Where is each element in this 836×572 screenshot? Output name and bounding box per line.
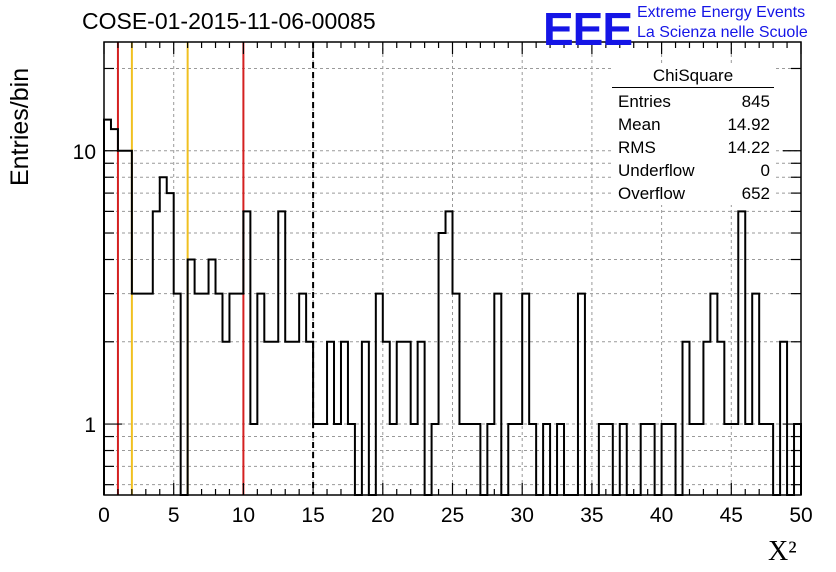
- stats-row: Mean 14.92: [612, 113, 774, 136]
- x-tick-label: 5: [168, 504, 180, 527]
- histogram-series: [103, 118, 802, 496]
- x-tick-label: 15: [301, 504, 324, 527]
- x-axis-label: X²: [768, 536, 797, 567]
- stats-label: Mean: [618, 115, 661, 134]
- x-tick-label: 10: [232, 504, 255, 527]
- x-tick-label: 20: [371, 504, 394, 527]
- x-tick-label: 35: [580, 504, 603, 527]
- stats-label: Underflow: [618, 161, 695, 180]
- stats-title: ChiSquare: [612, 66, 774, 88]
- tick-labels: 0 5 10 15 20 25 30 35 40 45 50 1 10: [73, 141, 813, 527]
- stats-value: 845: [741, 92, 770, 111]
- y-axis-label: Entries/bin: [6, 67, 34, 186]
- stats-box: ChiSquare Entries 845 Mean 14.92 RMS 14.…: [612, 66, 774, 205]
- stats-label: RMS: [618, 138, 656, 157]
- stats-value: 652: [741, 184, 770, 203]
- x-tick-label: 50: [789, 504, 812, 527]
- axis-ticks: [103, 42, 802, 495]
- x-tick-label: 45: [720, 504, 743, 527]
- stats-label: Overflow: [618, 184, 686, 203]
- stats-value: 0: [760, 161, 770, 180]
- stats-row: Entries 845: [612, 90, 774, 113]
- stats-value: 14.22: [727, 138, 770, 157]
- x-tick-label: 40: [650, 504, 673, 527]
- x-tick-label: 25: [441, 504, 464, 527]
- x-tick-label: 30: [511, 504, 534, 527]
- stats-value: 14.92: [727, 115, 770, 134]
- x-tick-label: 0: [98, 504, 110, 527]
- stats-row: RMS 14.22: [612, 136, 774, 159]
- stats-row: Overflow 652: [612, 182, 774, 205]
- stats-label: Entries: [618, 92, 671, 111]
- stats-row: Underflow 0: [612, 159, 774, 182]
- y-tick-label: 10: [73, 141, 96, 164]
- logo-line-1: Extreme Energy Events: [637, 4, 806, 21]
- y-tick-label: 1: [84, 414, 96, 437]
- logo-line-2: La Scienza nelle Scuole: [637, 24, 808, 41]
- chart-title: COSE-01-2015-11-06-00085: [82, 8, 376, 34]
- eee-logo: EEE: [543, 3, 633, 55]
